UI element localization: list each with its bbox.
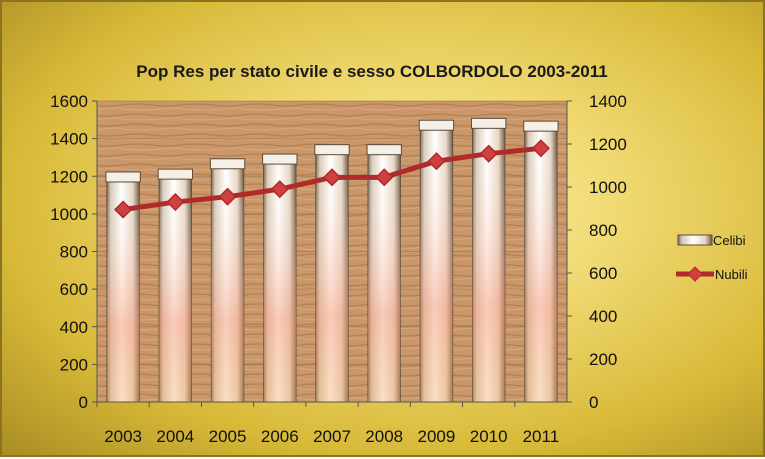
bar-cap [105, 171, 141, 183]
bar [418, 119, 455, 403]
bar-tint [420, 129, 453, 402]
y-left-tick-label: 200 [60, 355, 88, 374]
chart-title: Pop Res per stato civile e sesso COLBORD… [136, 62, 608, 81]
bars-layer [105, 117, 559, 403]
line-marker [166, 192, 185, 212]
x-tick-label: 2007 [313, 427, 351, 446]
line-marker [218, 187, 237, 206]
bar [366, 144, 402, 403]
bar-tint [263, 163, 296, 402]
line-marker [270, 180, 289, 199]
y-left-tick-label: 1400 [50, 130, 88, 149]
bar [157, 168, 194, 403]
bar [314, 144, 350, 403]
y-right-tick-label: 1400 [589, 92, 627, 111]
bar-tint [368, 153, 401, 402]
bar-cap [314, 144, 350, 156]
x-tick-label: 2006 [261, 427, 299, 446]
bar-cap [262, 153, 298, 165]
bar [209, 158, 246, 403]
y-right-tick-label: 0 [589, 393, 598, 412]
bar-cap [470, 117, 507, 129]
y-left-tick-label: 1000 [50, 205, 88, 224]
y-right-tick-label: 400 [589, 307, 617, 326]
x-tick-label: 2010 [470, 427, 508, 446]
y-right-tick-label: 1000 [589, 178, 627, 197]
line-marker [322, 168, 342, 187]
x-tick-label: 2005 [209, 427, 247, 446]
legend-label-nubili: Nubili [715, 267, 748, 282]
bar [262, 153, 298, 403]
line-layer [114, 139, 550, 219]
y-right-tick-label: 800 [589, 221, 617, 240]
legend-swatch-celibi [677, 234, 713, 246]
x-tick-label: 2008 [365, 427, 403, 446]
x-tick-label: 2011 [523, 427, 560, 446]
line-marker [531, 139, 550, 158]
bar-cap [523, 120, 559, 132]
line-marker [479, 144, 498, 163]
line-marker [427, 152, 446, 171]
bar-tint [524, 130, 558, 403]
y-right-tick-label: 1200 [589, 135, 627, 154]
bar [523, 120, 559, 403]
y-left-tick-label: 1200 [50, 167, 88, 186]
bar-cap [209, 158, 246, 170]
line-marker [114, 200, 133, 219]
y-left-tick-label: 400 [60, 318, 88, 337]
axes-layer: 0 200 400 600 800 1000 1200 1400 1600 0 200 400 600 8… [50, 92, 627, 446]
legend-item-nubili: Nubili [676, 266, 748, 282]
legend-marker-nubili [687, 266, 703, 282]
bar-tint [211, 167, 244, 402]
bar-cap [366, 144, 402, 156]
bar-tint [315, 153, 349, 402]
legend-label-celibi: Celibi [713, 233, 746, 248]
y-left-tick-label: 600 [60, 280, 88, 299]
legend-item-celibi: Celibi [677, 233, 746, 248]
bar [470, 117, 507, 403]
bar-cap [157, 168, 194, 180]
y-right-tick-label: 200 [589, 350, 617, 369]
y-right-tick-label: 600 [589, 264, 617, 283]
bar-tint [159, 178, 192, 402]
y-left-tick-label: 800 [60, 243, 88, 262]
x-tick-label: 2009 [418, 427, 456, 446]
legend: Celibi Nubili [676, 233, 748, 282]
bar-cap [418, 119, 455, 131]
y-left-tick-label: 0 [79, 393, 88, 412]
x-tick-label: 2004 [156, 427, 194, 446]
bar-tint [472, 127, 505, 403]
line-marker [375, 168, 394, 187]
x-tick-label: 2003 [104, 427, 142, 446]
y-left-tick-label: 1600 [50, 92, 88, 111]
